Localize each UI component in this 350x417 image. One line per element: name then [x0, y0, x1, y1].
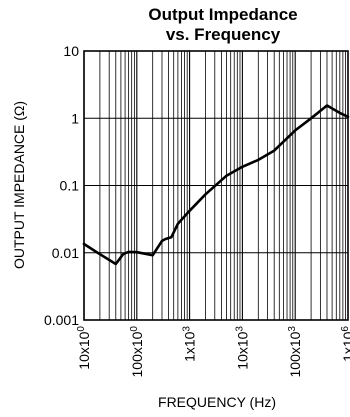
x-tick-label: 1x106	[340, 326, 350, 362]
y-tick-label: 1	[71, 110, 79, 126]
x-tick-label: 100x103	[287, 326, 303, 378]
y-axis-label: OUTPUT IMPEDANCE (Ω)	[11, 101, 27, 269]
y-tick-label: 0.1	[60, 178, 80, 194]
y-tick-label: 10	[63, 43, 79, 59]
y-tick-label: 0.01	[52, 245, 79, 261]
x-axis-ticks: 10x100 100x100 1x103 10x103 100x103 1x106	[76, 326, 350, 378]
x-tick-label: 10x103	[234, 326, 250, 370]
y-tick-label: 0.001	[44, 312, 79, 328]
grid	[83, 51, 348, 321]
x-tick-label: 1x103	[182, 326, 198, 362]
chart-title-line-1: Output Impedance	[148, 5, 297, 24]
x-tick-label: 100x100	[129, 326, 145, 378]
series-line	[82, 104, 350, 266]
x-tick-label: 10x100	[76, 326, 92, 370]
x-axis-label: FREQUENCY (Hz)	[158, 394, 276, 410]
plot-frame	[83, 50, 349, 321]
y-axis-ticks: 10 1 0.1 0.01 0.001	[44, 43, 79, 328]
chart-title-line-2: vs. Frequency	[166, 25, 281, 44]
